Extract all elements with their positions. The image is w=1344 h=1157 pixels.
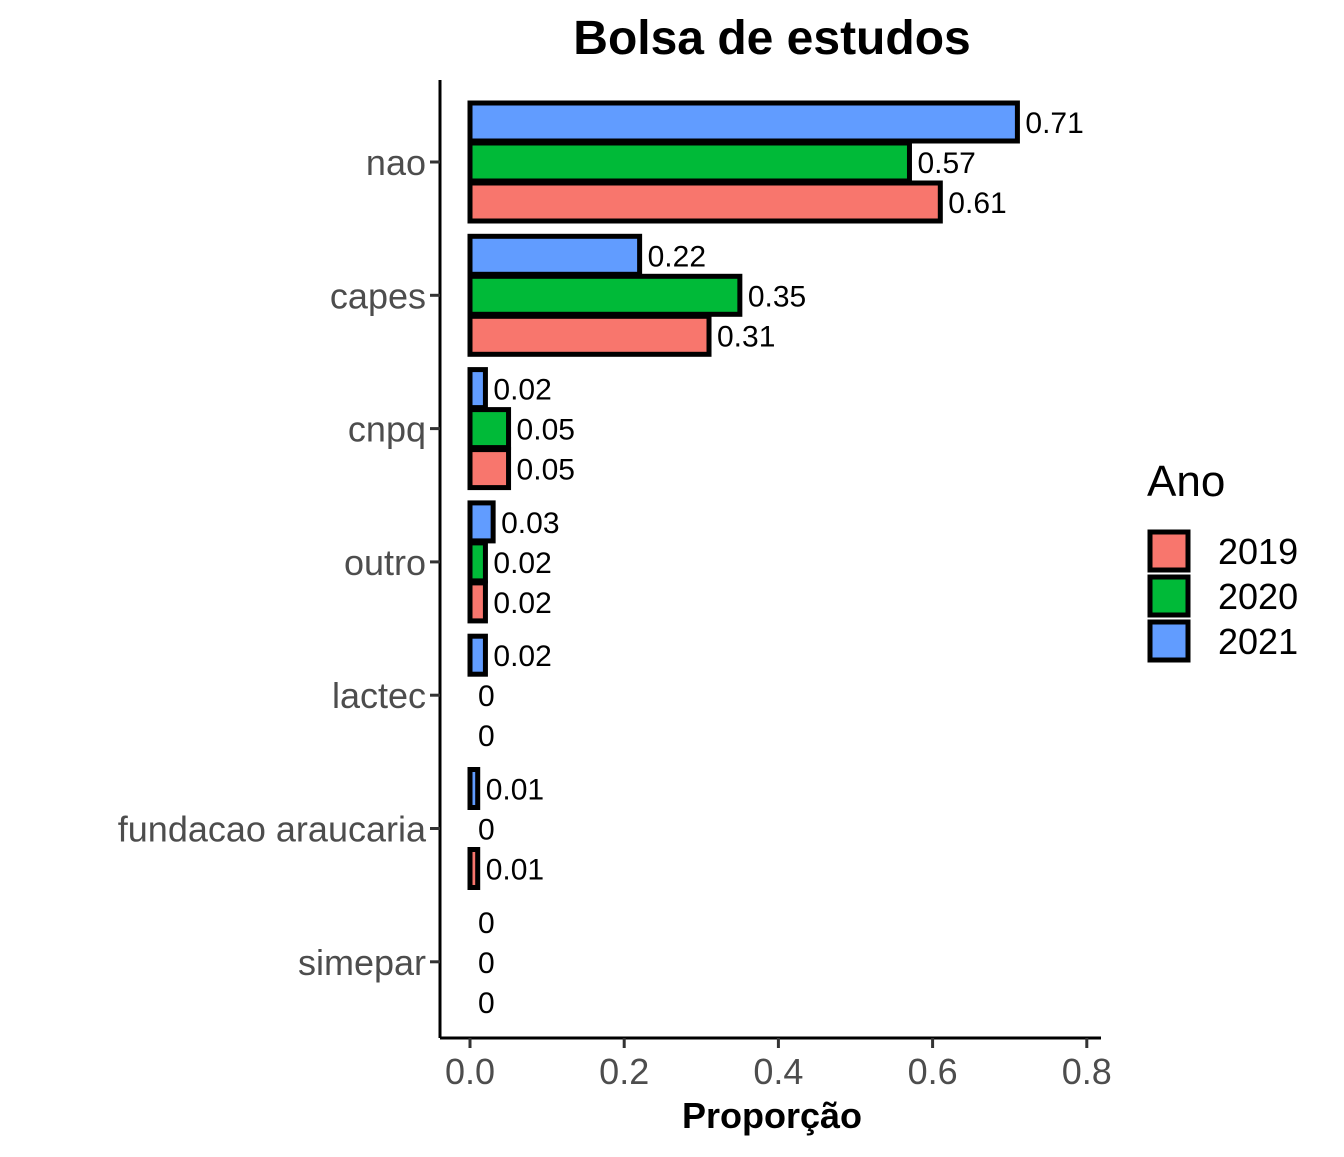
bar-capes-2020 bbox=[467, 273, 743, 317]
y-tick-label-simepar: simepar bbox=[298, 942, 426, 983]
x-tick-label-2: 0.4 bbox=[753, 1051, 803, 1092]
chart-title: Bolsa de estudos bbox=[573, 12, 970, 65]
data-label-fundacao-araucaria-2019: 0.01 bbox=[486, 854, 544, 887]
data-label-simepar-2021: 0 bbox=[478, 907, 495, 940]
legend-swatch-2019 bbox=[1147, 529, 1191, 573]
y-tick-label-capes: capes bbox=[330, 275, 426, 316]
data-label-cnpq-2021: 0.02 bbox=[493, 374, 551, 407]
data-label-nao-2020: 0.57 bbox=[917, 147, 975, 180]
data-label-simepar-2019: 0 bbox=[478, 987, 495, 1020]
data-label-outro-2021: 0.03 bbox=[501, 507, 559, 540]
x-tick-label-4: 0.8 bbox=[1062, 1051, 1112, 1092]
x-tick-label-1: 0.2 bbox=[599, 1051, 649, 1092]
data-label-lactec-2019: 0 bbox=[478, 720, 495, 753]
y-tick-label-nao: nao bbox=[366, 142, 426, 183]
data-label-lactec-2020: 0 bbox=[478, 680, 495, 713]
data-labels-group: 0.71 0.57 0.61 0.22 0.35 0.31 0.02 0.05 0.05 0.03… bbox=[478, 107, 1084, 1020]
bar-capes-2021 bbox=[467, 233, 643, 277]
data-label-capes-2019: 0.31 bbox=[717, 320, 775, 353]
legend-swatch-2021 bbox=[1147, 619, 1191, 663]
bars-group bbox=[467, 100, 1020, 890]
legend-title: Ano bbox=[1147, 457, 1225, 506]
bar-outro-2021 bbox=[467, 500, 496, 544]
x-axis-title: Proporção bbox=[682, 1095, 862, 1136]
data-label-lactec-2021: 0.02 bbox=[493, 640, 551, 673]
y-tick-label-cnpq: cnpq bbox=[348, 409, 426, 450]
data-label-nao-2021: 0.71 bbox=[1025, 107, 1083, 140]
bar-lactec-2021 bbox=[467, 633, 488, 677]
bar-outro-2020 bbox=[467, 540, 488, 584]
bar-fundacao-araucaria-2019 bbox=[467, 847, 481, 890]
y-tick-label-lactec: lactec bbox=[332, 675, 426, 716]
legend-swatch-2020 bbox=[1147, 574, 1191, 618]
bar-fundacao-araucaria-2021 bbox=[467, 767, 481, 810]
legend-label-2020: 2020 bbox=[1218, 576, 1298, 617]
bar-nao-2019 bbox=[467, 180, 943, 224]
data-label-fundacao-araucaria-2020: 0 bbox=[478, 814, 495, 847]
bar-cnpq-2020 bbox=[467, 407, 512, 451]
bar-cnpq-2019 bbox=[467, 447, 512, 491]
y-tick-label-outro: outro bbox=[344, 542, 426, 583]
bar-nao-2021 bbox=[467, 100, 1020, 144]
data-label-outro-2020: 0.02 bbox=[493, 547, 551, 580]
legend-label-2019: 2019 bbox=[1218, 531, 1298, 572]
data-label-outro-2019: 0.02 bbox=[493, 587, 551, 620]
bar-nao-2020 bbox=[467, 140, 912, 184]
y-tick-label-fundacao-araucaria: fundacao araucaria bbox=[118, 809, 427, 850]
x-tick-label-3: 0.6 bbox=[908, 1051, 958, 1092]
data-label-cnpq-2019: 0.05 bbox=[517, 454, 575, 487]
data-label-fundacao-araucaria-2021: 0.01 bbox=[486, 774, 544, 807]
data-label-capes-2020: 0.35 bbox=[748, 280, 806, 313]
y-axis: nao capes cnpq outro lactec fundacao araucari… bbox=[118, 80, 442, 1038]
x-axis: 0.0 0.2 0.4 0.6 0.8 bbox=[440, 1036, 1112, 1092]
legend-label-2021: 2021 bbox=[1218, 621, 1298, 662]
x-tick-label-0: 0.0 bbox=[445, 1051, 495, 1092]
bar-capes-2019 bbox=[467, 313, 712, 357]
data-label-capes-2021: 0.22 bbox=[648, 240, 706, 273]
data-label-simepar-2020: 0 bbox=[478, 947, 495, 980]
bar-cnpq-2021 bbox=[467, 367, 488, 411]
data-label-nao-2019: 0.61 bbox=[948, 187, 1006, 220]
data-label-cnpq-2020: 0.05 bbox=[517, 414, 575, 447]
bar-outro-2019 bbox=[467, 580, 488, 624]
